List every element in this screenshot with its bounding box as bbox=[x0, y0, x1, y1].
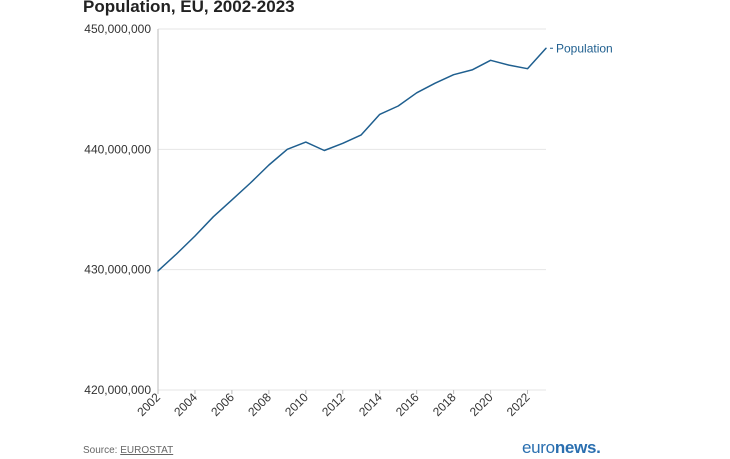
source-prefix: Source: bbox=[83, 445, 121, 456]
x-tick-label: 2014 bbox=[356, 390, 385, 419]
data-point bbox=[212, 216, 214, 218]
data-point bbox=[471, 69, 473, 71]
logo-bold-text: news bbox=[554, 438, 597, 457]
euronews-logo: euronews. bbox=[522, 438, 601, 458]
x-tick-label: 2020 bbox=[467, 390, 496, 419]
x-tick-label: 2012 bbox=[319, 390, 348, 419]
x-tick-label: 2008 bbox=[245, 390, 274, 419]
source-note: Source: EUROSTAT bbox=[83, 445, 173, 456]
data-point bbox=[379, 113, 381, 115]
y-tick-label: 440,000,000 bbox=[84, 142, 151, 156]
data-point bbox=[452, 74, 454, 76]
x-tick-label: 2010 bbox=[282, 390, 311, 419]
data-point bbox=[323, 149, 325, 151]
x-tick-label: 2006 bbox=[208, 390, 237, 419]
data-point bbox=[268, 164, 270, 166]
data-point bbox=[175, 253, 177, 255]
population-line-chart: 420,000,000 430,000,000 440,000,000 450,000… bbox=[84, 22, 613, 419]
population-series-line bbox=[157, 47, 547, 272]
data-point bbox=[305, 141, 307, 143]
logo-dot: . bbox=[596, 438, 601, 457]
logo-light-text: euro bbox=[522, 438, 555, 457]
data-point bbox=[231, 199, 233, 201]
source-link[interactable]: EUROSTAT bbox=[120, 445, 174, 456]
y-tick-label: 450,000,000 bbox=[84, 22, 151, 36]
data-point bbox=[360, 134, 362, 136]
data-point bbox=[526, 68, 528, 70]
x-tick-label: 2018 bbox=[430, 390, 459, 419]
x-tick-label: 2016 bbox=[393, 390, 422, 419]
y-tick-label: 420,000,000 bbox=[84, 383, 151, 397]
series-end-label: Population bbox=[556, 41, 613, 55]
data-point bbox=[157, 270, 159, 272]
data-point bbox=[342, 142, 344, 144]
data-point bbox=[489, 59, 491, 61]
chart-title: Population, EU, 2002-2023 bbox=[83, 0, 295, 16]
data-point bbox=[508, 64, 510, 66]
data-point bbox=[545, 47, 547, 49]
data-point bbox=[249, 182, 251, 184]
data-point bbox=[286, 148, 288, 150]
x-tick-label: 2022 bbox=[504, 390, 533, 419]
data-point bbox=[397, 105, 399, 107]
data-point bbox=[434, 82, 436, 84]
data-point bbox=[415, 92, 417, 94]
data-point bbox=[194, 235, 196, 237]
y-tick-label: 430,000,000 bbox=[84, 263, 151, 277]
x-tick-label: 2004 bbox=[171, 390, 200, 419]
